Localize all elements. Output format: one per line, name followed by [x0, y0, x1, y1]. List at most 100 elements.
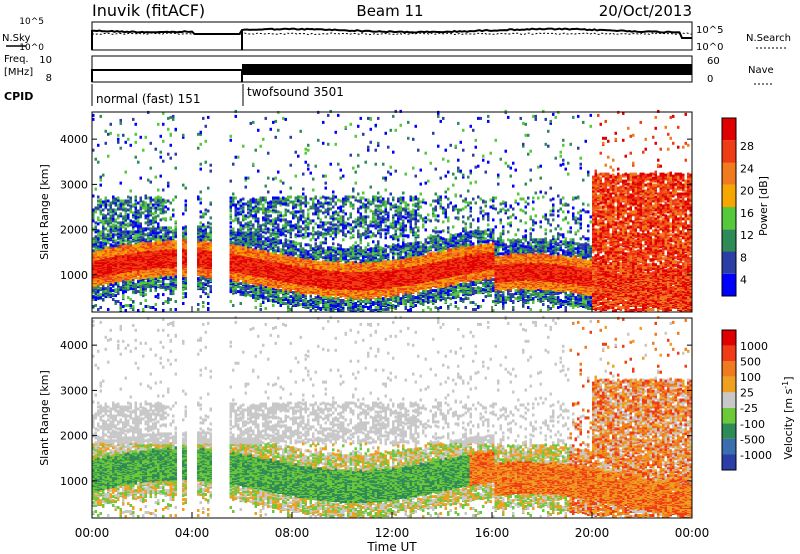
power-cell [170, 226, 173, 229]
power-cell [137, 221, 140, 224]
power-cell [105, 197, 108, 200]
power-cell [270, 238, 273, 241]
power-cell [272, 197, 275, 200]
power-cell [267, 214, 270, 217]
power-cell [232, 241, 235, 244]
power-cell [150, 242, 153, 245]
power-cell [297, 292, 300, 295]
power-cell [200, 215, 203, 218]
power-cell [265, 269, 268, 272]
power-cell [200, 168, 203, 171]
power-cell [277, 197, 280, 200]
power-cell [315, 165, 318, 168]
power-cell [167, 208, 170, 211]
power-cell [262, 301, 265, 304]
power-cell [285, 203, 288, 206]
power-cell [320, 244, 323, 247]
power-cell [280, 239, 283, 242]
power-cell [107, 287, 110, 290]
power-cell [260, 197, 263, 200]
power-cell [245, 222, 248, 225]
power-cell [115, 239, 118, 242]
radar-summary-plot: Inuvik (fitACF) Beam 11 20/Oct/2013 10^5… [0, 0, 800, 554]
power-cell [260, 240, 263, 243]
power-cell [237, 231, 240, 234]
power-cell [230, 229, 233, 232]
power-cell [317, 200, 320, 203]
power-cell [185, 204, 188, 207]
power-cell [160, 280, 163, 283]
power-cell [285, 249, 288, 252]
power-cell [237, 208, 240, 211]
power-cell [162, 241, 165, 244]
power-cell [160, 197, 163, 200]
power-cell [115, 218, 118, 221]
power-cell [295, 204, 298, 207]
power-cell [100, 184, 103, 187]
power-cell [175, 225, 178, 228]
power-cell [127, 222, 130, 225]
power-cell [162, 123, 165, 126]
power-cell [295, 175, 298, 178]
noise-panel-frame [92, 22, 692, 50]
power-cell [307, 209, 310, 212]
power-cell [100, 306, 103, 309]
power-cell [270, 228, 273, 231]
power-cell [155, 308, 158, 311]
power-cell [300, 196, 303, 199]
power-cell [207, 221, 210, 224]
power-cell [145, 233, 148, 236]
power-cell [260, 208, 263, 211]
power-cell [305, 249, 308, 252]
power-cell [262, 228, 265, 231]
power-cell [95, 230, 98, 233]
power-cell [100, 236, 103, 239]
power-cell [147, 207, 150, 210]
power-cell [277, 254, 280, 257]
power-cell [240, 226, 243, 229]
power-cell [175, 275, 178, 278]
power-cell [185, 240, 188, 243]
power-cell [232, 304, 235, 307]
power-cell [125, 216, 128, 219]
power-cell [100, 244, 103, 247]
power-cell [210, 164, 213, 167]
power-cell [102, 285, 105, 288]
power-cell [202, 276, 205, 279]
power-cell [255, 228, 258, 231]
power-cell [247, 230, 250, 233]
power-cell [277, 239, 280, 242]
power-cell [312, 229, 315, 232]
power-cell [147, 227, 150, 230]
power-heatmap [92, 110, 692, 312]
power-cell [140, 222, 143, 225]
cpid-segment-2: twofsound 3501 [247, 85, 344, 99]
power-cell [287, 290, 290, 293]
power-cell [105, 287, 108, 290]
power-cell [287, 246, 290, 249]
power-cell [310, 232, 313, 235]
power-cell [112, 202, 115, 205]
beam-title: Beam 11 [356, 2, 423, 20]
power-cell [237, 201, 240, 204]
power-cell [162, 203, 165, 206]
power-cell [200, 221, 203, 224]
power-cell [302, 197, 305, 200]
power-cell [130, 144, 133, 147]
power-cell [147, 217, 150, 220]
power-cell [157, 296, 160, 299]
power-cell [252, 231, 255, 234]
power-cell [267, 208, 270, 211]
power-cell [135, 215, 138, 218]
power-cell [125, 208, 128, 211]
power-cell [262, 216, 265, 219]
power-cell [160, 275, 163, 278]
power-cell [210, 226, 213, 229]
power-cell [100, 230, 103, 233]
power-cell [130, 230, 133, 233]
power-cell [172, 229, 175, 232]
power-cell [157, 123, 160, 126]
power-cell [105, 227, 108, 230]
power-cell [120, 244, 123, 247]
power-cell [255, 306, 258, 309]
